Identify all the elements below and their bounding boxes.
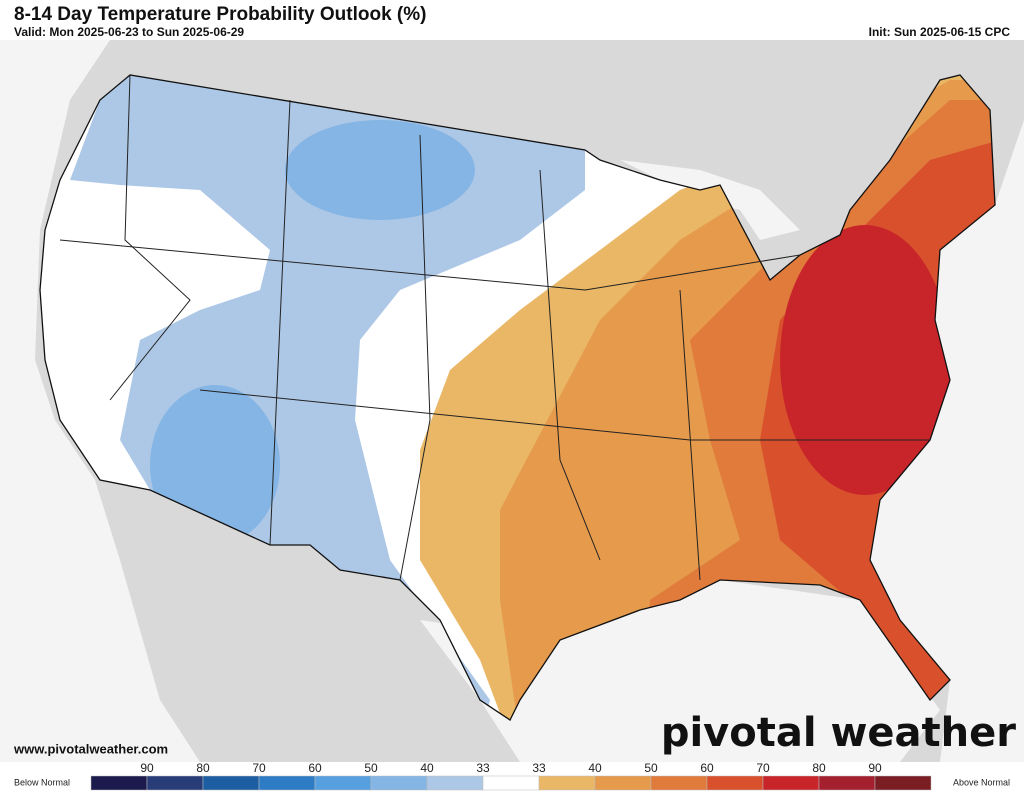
legend-swatch: [650, 775, 708, 791]
legend-swatch: [370, 775, 428, 791]
atlantic-ocean: [870, 120, 1024, 762]
legend-label: 80: [196, 762, 210, 775]
legend-swatch: [482, 775, 540, 791]
legend-swatch: [594, 775, 652, 791]
legend-above-label: Above Normal: [953, 777, 1010, 787]
valid-range: Valid: Mon 2025-06-23 to Sun 2025-06-29: [14, 25, 245, 39]
website: www.pivotalweather.com: [13, 741, 168, 756]
legend-swatch: [818, 775, 876, 791]
legend-label: 60: [700, 762, 714, 775]
logo: pivotal weather: [661, 710, 1016, 756]
above-70: [780, 225, 950, 495]
border: [539, 169, 601, 561]
init-time: Init: Sun 2025-06-15 CPC: [868, 25, 1010, 39]
legend-label: 33: [476, 762, 490, 775]
us-outline: [39, 74, 996, 721]
state-borders: [59, 74, 930, 581]
border: [59, 239, 801, 291]
legend-swatch: [146, 775, 204, 791]
legend-below-label: Below Normal: [14, 777, 70, 787]
legend-label: 70: [252, 762, 266, 775]
below-40: [285, 120, 475, 220]
legend-swatch: [538, 775, 596, 791]
legend-swatch: [426, 775, 484, 791]
legend-label: 60: [308, 762, 322, 775]
pacific-ocean: [0, 40, 200, 762]
legend-label: 33: [532, 762, 546, 775]
legend-label: 40: [588, 762, 602, 775]
border: [109, 74, 191, 401]
legend-label: 90: [140, 762, 154, 775]
legend-swatch: [202, 775, 260, 791]
legend-label: 40: [420, 762, 434, 775]
legend-swatch: [258, 775, 316, 791]
legend-label: 80: [812, 762, 826, 775]
map: www.pivotalweather.com pivotal weather: [0, 40, 1024, 762]
legend-swatch: [874, 775, 932, 791]
legend-swatch: [762, 775, 820, 791]
legend-label: 50: [364, 762, 378, 775]
legend-swatch: [90, 775, 148, 791]
legend-label: 50: [644, 762, 658, 775]
gulf-of-mexico: [420, 580, 940, 762]
legend-label: 90: [868, 762, 882, 775]
legend-swatch: [314, 775, 372, 791]
border: [399, 134, 431, 581]
legend-swatch: [706, 775, 764, 791]
border: [269, 99, 291, 546]
title: 8-14 Day Temperature Probability Outlook…: [14, 4, 427, 25]
legend-label: 70: [756, 762, 770, 775]
legend: Below Normal Above Normal 90 80 70 60 50 40 33…: [0, 762, 1024, 791]
below-33: [70, 75, 585, 720]
border: [679, 289, 701, 581]
